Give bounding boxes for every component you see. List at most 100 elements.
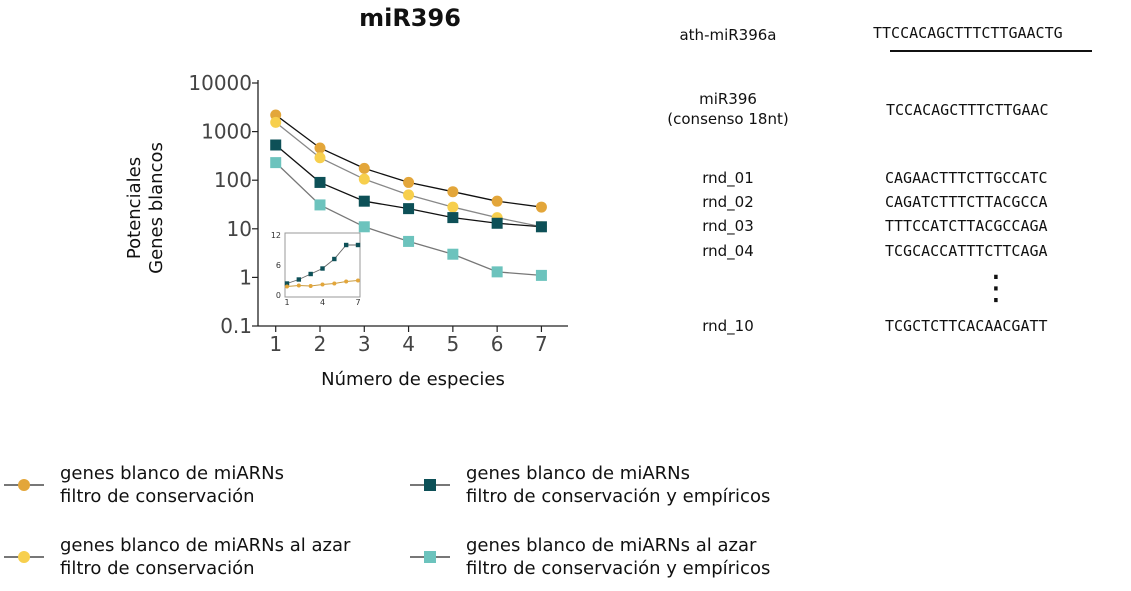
legend-line	[4, 479, 44, 491]
legend-line	[4, 551, 44, 563]
inset-x-tick-label: 7	[355, 298, 360, 307]
data-point-square	[535, 269, 547, 281]
legend-text-line1: genes blanco de miARNs	[466, 463, 690, 484]
y-tick-label: 10000	[188, 71, 252, 95]
legend-item: genes blanco de miARNs filtro de conserv…	[4, 462, 284, 508]
data-point-square	[270, 157, 282, 169]
inset-y-tick-label: 12	[271, 231, 281, 240]
chart-title: miR396	[359, 4, 461, 32]
last-random-label: rnd_10	[702, 317, 754, 335]
legend-item: genes blanco de miARNs al azar filtro de…	[4, 534, 350, 580]
reference-underline	[890, 50, 1092, 52]
inset-point-square	[320, 266, 325, 271]
inset-point-square	[355, 242, 361, 248]
inset-point-circle	[308, 284, 313, 288]
data-point-circle	[403, 176, 415, 188]
data-point-circle	[358, 162, 370, 174]
data-point-square	[314, 176, 326, 188]
legend-text-line2: filtro de conservación y empíricos	[466, 486, 771, 507]
data-point-square	[270, 139, 282, 151]
legend-line	[410, 479, 450, 491]
x-tick-label: 6	[491, 332, 504, 356]
inset-frame	[284, 232, 361, 298]
random-label: rnd_02	[702, 193, 754, 211]
data-point-circle	[403, 189, 415, 201]
legend-text-line2: filtro de conservación	[60, 486, 255, 507]
inset-point-circle	[285, 284, 289, 289]
x-tick-label: 2	[314, 332, 327, 356]
data-point-square	[403, 203, 415, 215]
legend-square-marker	[424, 551, 436, 563]
legend-text-line1: genes blanco de miARNs al azar	[60, 535, 351, 556]
random-label: rnd_01	[702, 169, 754, 187]
inset-x-tick-label: 1	[284, 298, 289, 307]
data-point-circle	[314, 142, 326, 154]
random-sequence: CAGATCTTTCTTACGCCA	[885, 193, 1048, 211]
y-tick-label: 1	[239, 265, 252, 289]
x-axis-label: Número de especies	[321, 369, 505, 390]
data-point-circle	[491, 195, 503, 207]
data-point-circle	[447, 201, 459, 213]
inset-point-circle	[356, 278, 360, 283]
data-point-circle	[447, 186, 459, 198]
inset-y-tick-label: 0	[276, 291, 281, 300]
legend-text: genes blanco de miARNs filtro de conserv…	[466, 462, 770, 508]
inset-point-square	[284, 281, 290, 286]
inset-point-square	[332, 256, 337, 262]
legend-text-line1: genes blanco de miARNs al azar	[466, 535, 757, 556]
data-point-circle	[535, 201, 547, 213]
random-label: rnd_04	[702, 242, 754, 260]
data-point-square	[358, 195, 370, 207]
y-tick-label: 1000	[201, 120, 252, 144]
random-sequence: TCGCACCATTTCTTCAGA	[885, 242, 1048, 260]
legend-square-marker	[424, 479, 436, 491]
data-point-square	[535, 221, 547, 233]
data-point-square	[491, 266, 503, 278]
data-point-square	[314, 199, 326, 211]
legend-text-line2: filtro de conservación y empíricos	[466, 558, 771, 579]
consensus-label: miR396 (consenso 18nt)	[628, 89, 828, 129]
legend-text: genes blanco de miARNs filtro de conserv…	[60, 462, 284, 508]
data-point-square	[491, 217, 503, 229]
consensus-label-line2: (consenso 18nt)	[667, 110, 789, 128]
inset-point-circle	[320, 282, 325, 287]
legend-text: genes blanco de miARNs al azar filtro de…	[466, 534, 770, 580]
legend-line	[410, 551, 450, 563]
consensus-label-line1: miR396	[699, 90, 757, 108]
y-axis-label-line1: Potenciales	[124, 157, 145, 259]
last-random-sequence: TCGCTCTTCACAACGATT	[885, 317, 1048, 335]
random-sequence: TTTCCATCTTACGCCAGA	[885, 217, 1048, 235]
legend-item: genes blanco de miARNs filtro de conserv…	[410, 462, 770, 508]
legend-circle-marker	[18, 479, 30, 491]
legend-text-line1: genes blanco de miARNs	[60, 463, 284, 484]
x-tick-label: 7	[535, 332, 548, 356]
x-tick-label: 1	[269, 332, 282, 356]
y-tick-label: 10	[227, 217, 252, 241]
reference-sequence: TTCCACAGCTTTCTTGAACTG	[873, 24, 1063, 42]
inset-point-circle	[344, 279, 349, 284]
consensus-sequence: TCCACAGCTTTCTTGAAC	[886, 101, 1049, 119]
random-sequence: CAGAACTTTCTTGCCATC	[885, 169, 1048, 187]
x-tick-label: 5	[446, 332, 459, 356]
y-axis-label-line2: Genes blancos	[146, 142, 167, 274]
data-point-square	[358, 221, 370, 233]
legend-item: genes blanco de miARNs al azar filtro de…	[410, 534, 770, 580]
reference-label: ath-miR396a	[679, 26, 777, 44]
x-tick-label: 4	[402, 332, 415, 356]
inset-point-circle	[332, 281, 337, 286]
data-point-circle	[358, 173, 370, 185]
random-label: rnd_03	[702, 217, 754, 235]
data-point-square	[403, 235, 415, 247]
legend-text: genes blanco de miARNs al azar filtro de…	[60, 534, 350, 580]
inset-point-square	[343, 242, 349, 248]
x-tick-label: 3	[358, 332, 371, 356]
data-point-circle	[270, 116, 282, 128]
data-point-circle	[314, 152, 326, 164]
legend-text-line2: filtro de conservación	[60, 558, 255, 579]
inset-point-circle	[296, 283, 301, 288]
inset-y-tick-label: 6	[276, 261, 281, 270]
data-point-square	[447, 212, 459, 224]
y-tick-label: 100	[214, 168, 252, 192]
